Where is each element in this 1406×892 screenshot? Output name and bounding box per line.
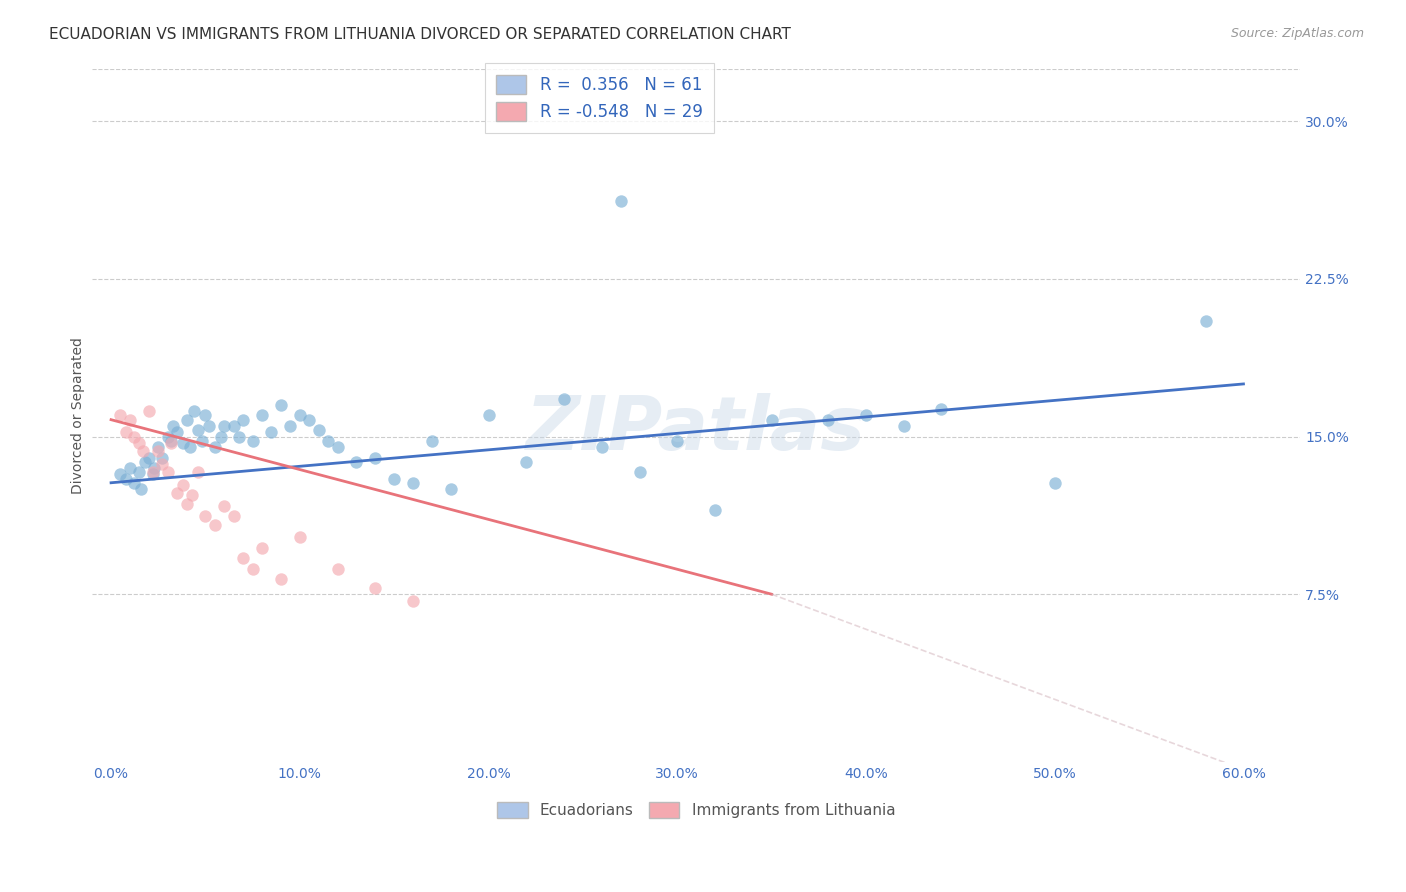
Point — [242, 434, 264, 448]
Point — [214, 419, 236, 434]
Y-axis label: Divorced or Separated: Divorced or Separated — [72, 337, 86, 494]
Point — [893, 419, 915, 434]
Point — [118, 461, 141, 475]
Point — [298, 412, 321, 426]
Text: Source: ZipAtlas.com: Source: ZipAtlas.com — [1230, 27, 1364, 40]
Point — [118, 412, 141, 426]
Point — [1043, 475, 1066, 490]
Point — [222, 509, 245, 524]
Text: ZIPatlas: ZIPatlas — [526, 392, 866, 466]
Point — [364, 450, 387, 465]
Point — [609, 194, 631, 208]
Point — [250, 541, 273, 555]
Point — [198, 419, 221, 434]
Point — [138, 450, 160, 465]
Point — [232, 551, 254, 566]
Point — [129, 482, 152, 496]
Point — [477, 409, 499, 423]
Point — [150, 450, 173, 465]
Point — [183, 404, 205, 418]
Point — [148, 440, 170, 454]
Point — [187, 465, 209, 479]
Point — [156, 465, 179, 479]
Point — [288, 531, 311, 545]
Point — [628, 465, 651, 479]
Point — [288, 409, 311, 423]
Point — [817, 412, 839, 426]
Point — [440, 482, 463, 496]
Point — [132, 444, 155, 458]
Point — [160, 435, 183, 450]
Point — [515, 455, 537, 469]
Point — [176, 412, 198, 426]
Point — [316, 434, 339, 448]
Point — [420, 434, 443, 448]
Point — [194, 409, 217, 423]
Point — [402, 475, 425, 490]
Point — [931, 402, 953, 417]
Point — [591, 440, 613, 454]
Point — [115, 472, 138, 486]
Point — [122, 475, 145, 490]
Point — [176, 497, 198, 511]
Point — [142, 467, 165, 482]
Point — [666, 434, 689, 448]
Point — [232, 412, 254, 426]
Point — [228, 429, 250, 443]
Legend: Ecuadorians, Immigrants from Lithuania: Ecuadorians, Immigrants from Lithuania — [491, 796, 901, 824]
Point — [110, 409, 132, 423]
Point — [179, 440, 201, 454]
Text: ECUADORIAN VS IMMIGRANTS FROM LITHUANIA DIVORCED OR SEPARATED CORRELATION CHART: ECUADORIAN VS IMMIGRANTS FROM LITHUANIA … — [49, 27, 792, 42]
Point — [172, 478, 194, 492]
Point — [204, 440, 226, 454]
Point — [134, 455, 156, 469]
Point — [855, 409, 877, 423]
Point — [250, 409, 273, 423]
Point — [143, 461, 166, 475]
Point — [242, 562, 264, 576]
Point — [115, 425, 138, 440]
Point — [222, 419, 245, 434]
Point — [110, 467, 132, 482]
Point — [187, 423, 209, 437]
Point — [1195, 314, 1218, 328]
Point — [166, 486, 188, 500]
Point — [280, 419, 302, 434]
Point — [162, 419, 184, 434]
Point — [148, 444, 170, 458]
Point — [260, 425, 283, 440]
Point — [209, 429, 232, 443]
Point — [553, 392, 575, 406]
Point — [128, 465, 150, 479]
Point — [326, 562, 349, 576]
Point — [138, 404, 160, 418]
Point — [204, 517, 226, 532]
Point — [382, 472, 405, 486]
Point — [214, 499, 236, 513]
Point — [172, 435, 194, 450]
Point — [190, 434, 212, 448]
Point — [142, 465, 165, 479]
Point — [270, 573, 292, 587]
Point — [156, 429, 179, 443]
Point — [761, 412, 783, 426]
Point — [364, 581, 387, 595]
Point — [166, 425, 188, 440]
Point — [308, 423, 330, 437]
Point — [326, 440, 349, 454]
Point — [704, 503, 727, 517]
Point — [344, 455, 367, 469]
Point — [194, 509, 217, 524]
Point — [160, 434, 183, 448]
Point — [270, 398, 292, 412]
Point — [128, 435, 150, 450]
Point — [402, 593, 425, 607]
Point — [181, 488, 204, 502]
Point — [122, 429, 145, 443]
Point — [150, 457, 173, 471]
